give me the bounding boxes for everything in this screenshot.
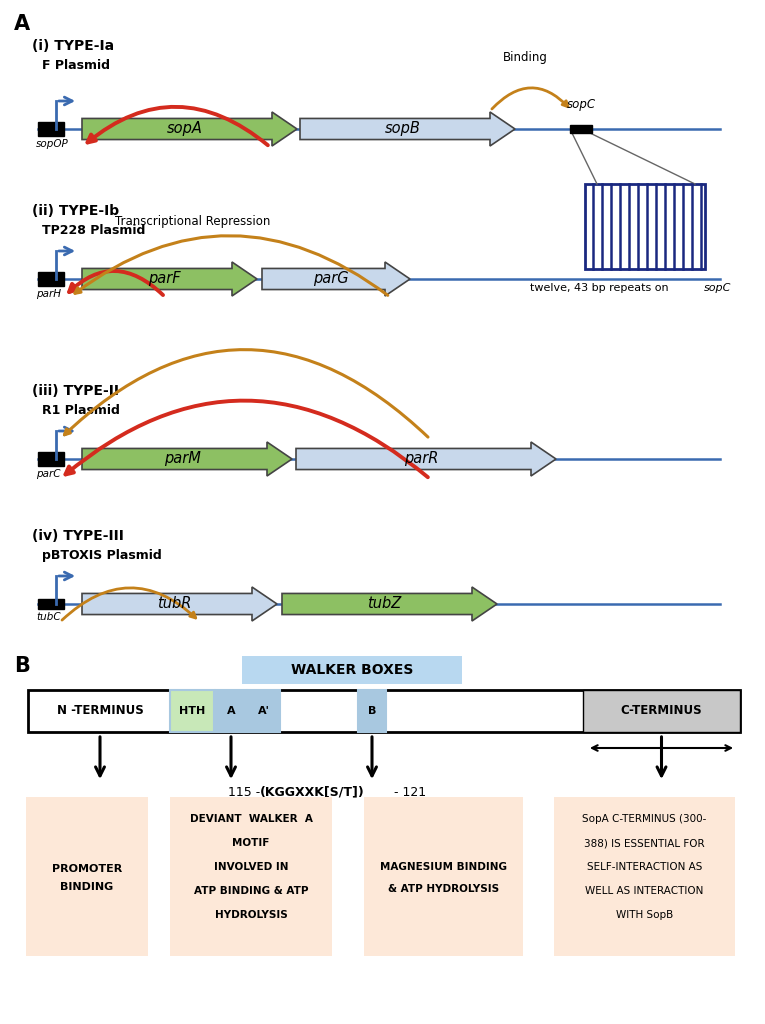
- Text: MOTIF: MOTIF: [233, 838, 270, 848]
- Text: F Plasmid: F Plasmid: [42, 59, 110, 72]
- Bar: [585, 184, 705, 269]
- Bar: [242, 656, 462, 684]
- Text: BINDING: BINDING: [60, 882, 114, 892]
- Text: A': A': [258, 706, 270, 716]
- Polygon shape: [296, 442, 556, 476]
- FancyArrowPatch shape: [75, 236, 388, 295]
- Bar: [570, 125, 592, 133]
- Bar: [583, 690, 740, 732]
- Text: 388) IS ESSENTIAL FOR: 388) IS ESSENTIAL FOR: [584, 838, 705, 848]
- FancyArrowPatch shape: [87, 106, 268, 145]
- FancyBboxPatch shape: [554, 797, 735, 956]
- Text: pBTOXIS Plasmid: pBTOXIS Plasmid: [42, 549, 161, 562]
- Text: sopC: sopC: [566, 98, 596, 111]
- Polygon shape: [82, 262, 257, 296]
- Polygon shape: [300, 112, 515, 146]
- Text: ATP BINDING & ATP: ATP BINDING & ATP: [194, 886, 308, 896]
- Text: tubC: tubC: [36, 612, 60, 622]
- Text: DEVIANT  WALKER  A: DEVIANT WALKER A: [190, 814, 312, 824]
- Polygon shape: [82, 442, 292, 476]
- FancyArrowPatch shape: [69, 271, 163, 295]
- Bar: [28, 690, 740, 732]
- Text: HTH: HTH: [179, 706, 205, 716]
- Bar: [358, 690, 386, 732]
- Text: WALKER BOXES: WALKER BOXES: [291, 663, 413, 677]
- Bar: [248, 690, 280, 732]
- Text: WITH SopB: WITH SopB: [616, 910, 673, 920]
- Text: PROMOTER: PROMOTER: [52, 863, 122, 873]
- Text: R1 Plasmid: R1 Plasmid: [42, 404, 120, 417]
- FancyBboxPatch shape: [364, 797, 523, 956]
- Text: (iii) TYPE-II: (iii) TYPE-II: [32, 384, 119, 398]
- Text: (ii) TYPE-Ib: (ii) TYPE-Ib: [32, 204, 119, 218]
- Text: MAGNESIUM BINDING: MAGNESIUM BINDING: [380, 861, 507, 871]
- Text: - 121: - 121: [390, 785, 426, 799]
- Text: sopA: sopA: [167, 122, 203, 136]
- Text: parH: parH: [36, 289, 61, 299]
- Text: (KGGXXK[S/T]): (KGGXXK[S/T]): [260, 785, 365, 799]
- FancyArrowPatch shape: [66, 400, 428, 477]
- FancyArrowPatch shape: [492, 88, 568, 109]
- Text: (iv) TYPE-III: (iv) TYPE-III: [32, 529, 124, 543]
- FancyBboxPatch shape: [26, 797, 148, 956]
- Text: Transcriptional Repression: Transcriptional Repression: [115, 214, 270, 227]
- Text: A: A: [14, 14, 30, 34]
- Polygon shape: [82, 112, 297, 146]
- Text: parC: parC: [36, 469, 60, 479]
- Text: B: B: [14, 656, 30, 676]
- FancyArrowPatch shape: [64, 349, 428, 437]
- Polygon shape: [82, 587, 277, 621]
- Text: parR: parR: [404, 452, 438, 467]
- Text: parF: parF: [148, 271, 181, 287]
- Text: twelve, 43 bp repeats on: twelve, 43 bp repeats on: [530, 283, 672, 293]
- Text: B: B: [368, 706, 376, 716]
- Text: & ATP HYDROLYSIS: & ATP HYDROLYSIS: [388, 884, 499, 894]
- Polygon shape: [282, 587, 497, 621]
- Polygon shape: [262, 262, 410, 296]
- Text: SELF-INTERACTION AS: SELF-INTERACTION AS: [587, 862, 702, 872]
- FancyArrowPatch shape: [62, 588, 196, 621]
- Bar: [38, 122, 64, 136]
- Text: HYDROLYSIS: HYDROLYSIS: [215, 910, 288, 920]
- Bar: [170, 690, 214, 732]
- Text: INVOLVED IN: INVOLVED IN: [213, 862, 288, 872]
- Text: sopOP: sopOP: [36, 139, 69, 150]
- Text: sopC: sopC: [704, 283, 731, 293]
- Text: WELL AS INTERACTION: WELL AS INTERACTION: [585, 886, 704, 896]
- Text: (i) TYPE-Ia: (i) TYPE-Ia: [32, 39, 114, 53]
- Text: tubR: tubR: [158, 597, 192, 611]
- Text: C-TERMINUS: C-TERMINUS: [620, 705, 702, 718]
- Bar: [216, 690, 246, 732]
- Text: 115 -: 115 -: [228, 785, 264, 799]
- Text: parG: parG: [313, 271, 349, 287]
- Text: tubZ: tubZ: [367, 597, 402, 611]
- Text: N -TERMINUS: N -TERMINUS: [57, 705, 143, 718]
- Bar: [38, 452, 64, 466]
- Text: SopA C-TERMINUS (300-: SopA C-TERMINUS (300-: [582, 814, 707, 824]
- Text: sopB: sopB: [385, 122, 421, 136]
- Text: Binding: Binding: [503, 50, 548, 63]
- Bar: [38, 599, 64, 609]
- Text: TP228 Plasmid: TP228 Plasmid: [42, 224, 145, 237]
- Text: parM: parM: [164, 452, 200, 467]
- Bar: [38, 272, 64, 286]
- Text: A: A: [226, 706, 236, 716]
- FancyBboxPatch shape: [170, 797, 332, 956]
